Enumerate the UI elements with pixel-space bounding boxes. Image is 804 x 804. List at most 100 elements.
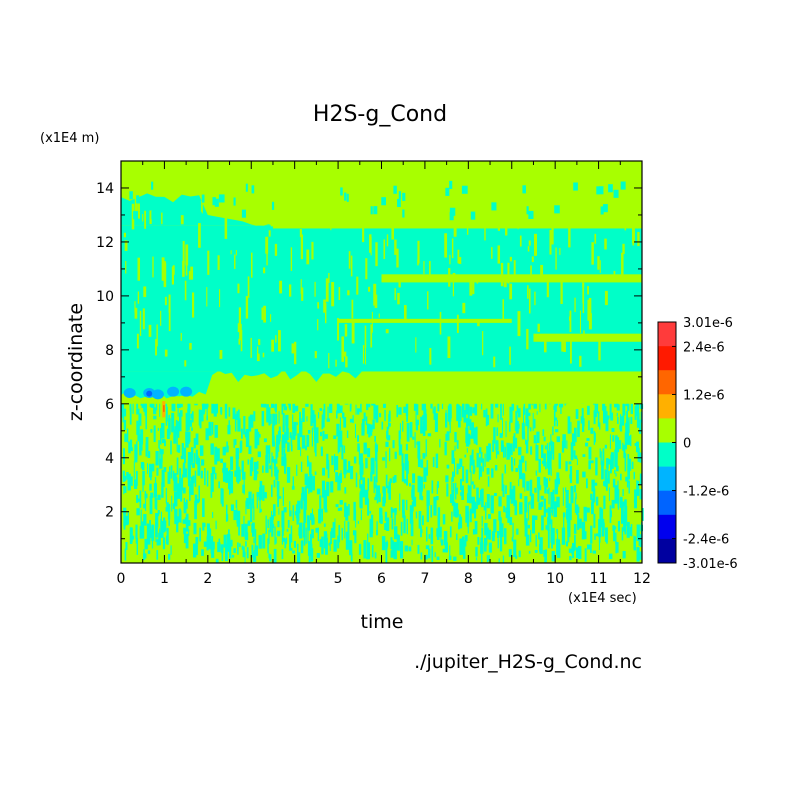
field-noise [636,480,640,496]
field-noise [200,470,203,479]
field-noise [139,490,142,508]
field-noise [420,552,423,560]
field-noise [463,551,466,559]
x-tick-label: 9 [507,571,516,587]
field-noise [271,452,273,463]
field-noise [518,446,522,456]
field-noise [350,553,353,562]
field-noise [539,403,541,413]
field-noise [615,532,617,545]
field-zero-streak [338,318,512,323]
field-noise [468,435,473,439]
field-noise [388,414,390,429]
field-noise [627,403,630,412]
field-noise [563,516,565,528]
field-noise [638,539,641,547]
field-noise [612,435,615,442]
field-noise [620,473,622,481]
field-noise [165,406,168,422]
field-noise [156,467,159,476]
field-noise [551,509,554,513]
field-fleck [452,272,456,280]
y-tick-label: 4 [105,451,114,467]
field-noise [147,451,151,458]
field-fleck [583,330,585,338]
field-noise [622,403,624,418]
field-noise [474,501,477,519]
field-noise [223,534,227,548]
field-noise [451,511,453,522]
field-noise [259,500,261,513]
field-noise [177,408,179,417]
field-noise [123,507,127,515]
field-noise [528,403,531,410]
field-noise [243,516,245,531]
field-noise [168,553,171,560]
field-fleck [509,283,513,300]
field-noise [359,453,363,464]
field-fleck [314,351,317,359]
field-noise [197,457,201,476]
field-noise [573,523,577,534]
field-fleck [323,299,326,313]
field-noise [469,406,473,416]
field-noise [610,412,614,421]
field-noise [289,533,291,549]
field-noise [338,525,341,543]
field-fleck [579,310,581,333]
field-noise [130,476,133,486]
field-noise [420,416,423,434]
field-noise [313,414,316,433]
field-noise [400,541,404,559]
field-fleck [266,213,269,222]
field-noise [202,403,205,415]
field-noise [419,486,423,500]
field-noise [488,443,492,460]
field-noise [603,481,606,486]
colorbar-segment [658,346,676,371]
field-feature [151,389,164,400]
field-noise [425,439,427,457]
field-noise [422,420,426,436]
field-noise [558,539,560,551]
field-noise [337,535,340,549]
field-fleck [528,288,531,314]
field-noise [617,480,619,490]
field-noise [265,454,269,473]
field-fleck [184,280,187,301]
field-noise [385,474,388,489]
field-noise [400,521,403,536]
field-zero-streak [381,274,642,283]
field-fleck [374,294,378,308]
field-noise [556,538,559,555]
field-noise [516,528,519,535]
field-fleck [381,197,386,206]
field-noise [325,538,328,555]
field-noise [600,451,602,465]
field-noise [508,549,512,557]
field-noise [565,490,569,509]
field-noise [417,454,421,467]
field-noise [344,468,346,479]
field-noise [179,468,182,483]
field-noise [283,507,287,513]
field-fleck [469,281,473,296]
field-noise [307,524,309,544]
field-noise [389,448,391,462]
field-noise [242,546,245,558]
field-noise [581,408,584,422]
field-noise [250,503,253,522]
field-noise [281,510,284,528]
field-fleck [453,223,457,237]
field-noise [216,403,218,414]
field-noise [576,470,579,484]
field-noise [203,541,207,547]
field-noise [235,454,239,472]
field-noise [456,404,460,422]
field-noise [327,459,330,477]
field-noise [203,522,206,527]
field-noise [199,445,204,456]
field-noise [525,534,530,546]
field-noise [394,508,396,526]
field-noise [193,543,197,558]
